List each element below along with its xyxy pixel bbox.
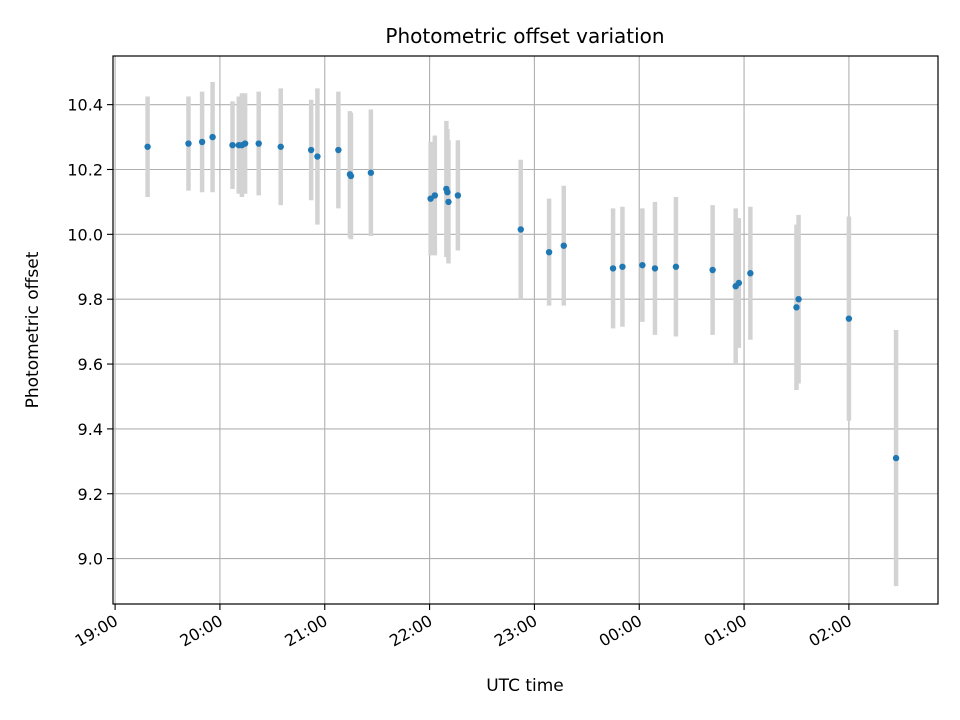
y-tick-label: 10.4 xyxy=(67,96,103,115)
data-point xyxy=(241,140,249,147)
data-point xyxy=(255,140,262,147)
data-point xyxy=(277,143,284,150)
data-point xyxy=(335,146,342,154)
data-point xyxy=(651,265,659,272)
data-point xyxy=(444,188,451,196)
data-point xyxy=(672,263,680,270)
data-point xyxy=(445,198,452,206)
data-point xyxy=(619,263,626,270)
data-point xyxy=(793,304,800,311)
data-point xyxy=(431,192,439,199)
data-point xyxy=(517,226,524,233)
y-tick-label: 9.4 xyxy=(78,420,103,439)
data-point xyxy=(314,153,321,160)
data-points xyxy=(144,133,900,462)
data-point xyxy=(709,266,716,274)
data-point xyxy=(609,265,617,272)
data-point xyxy=(209,133,216,141)
data-point xyxy=(198,138,206,146)
data-point xyxy=(795,295,802,303)
data-point xyxy=(545,248,553,256)
y-tick-label: 9.8 xyxy=(78,290,103,309)
y-tick-label: 10.2 xyxy=(67,160,103,179)
data-point xyxy=(735,279,743,287)
data-point xyxy=(185,140,192,147)
data-point xyxy=(367,169,375,176)
plot-frame xyxy=(112,55,939,605)
chart-title: Photometric offset variation xyxy=(385,24,664,48)
data-point xyxy=(229,141,236,149)
data-point xyxy=(144,143,151,150)
y-axis: 9.0 9.2 9.4 9.6 9.8 10.0 10.2 10.4 xyxy=(67,96,113,569)
data-point xyxy=(747,270,754,277)
data-point xyxy=(347,172,355,180)
data-point xyxy=(560,242,567,249)
data-point xyxy=(454,192,462,199)
y-tick-label: 10.0 xyxy=(67,225,103,244)
data-point xyxy=(639,261,646,269)
data-point xyxy=(892,454,900,462)
y-axis-label: Photometric offset xyxy=(23,251,43,408)
y-tick-label: 9.2 xyxy=(78,485,103,504)
y-tick-label: 9.0 xyxy=(78,550,103,569)
data-point xyxy=(845,315,853,322)
y-tick-label: 9.6 xyxy=(78,355,103,374)
data-point xyxy=(307,146,315,154)
x-axis-label: UTC time xyxy=(486,676,564,696)
